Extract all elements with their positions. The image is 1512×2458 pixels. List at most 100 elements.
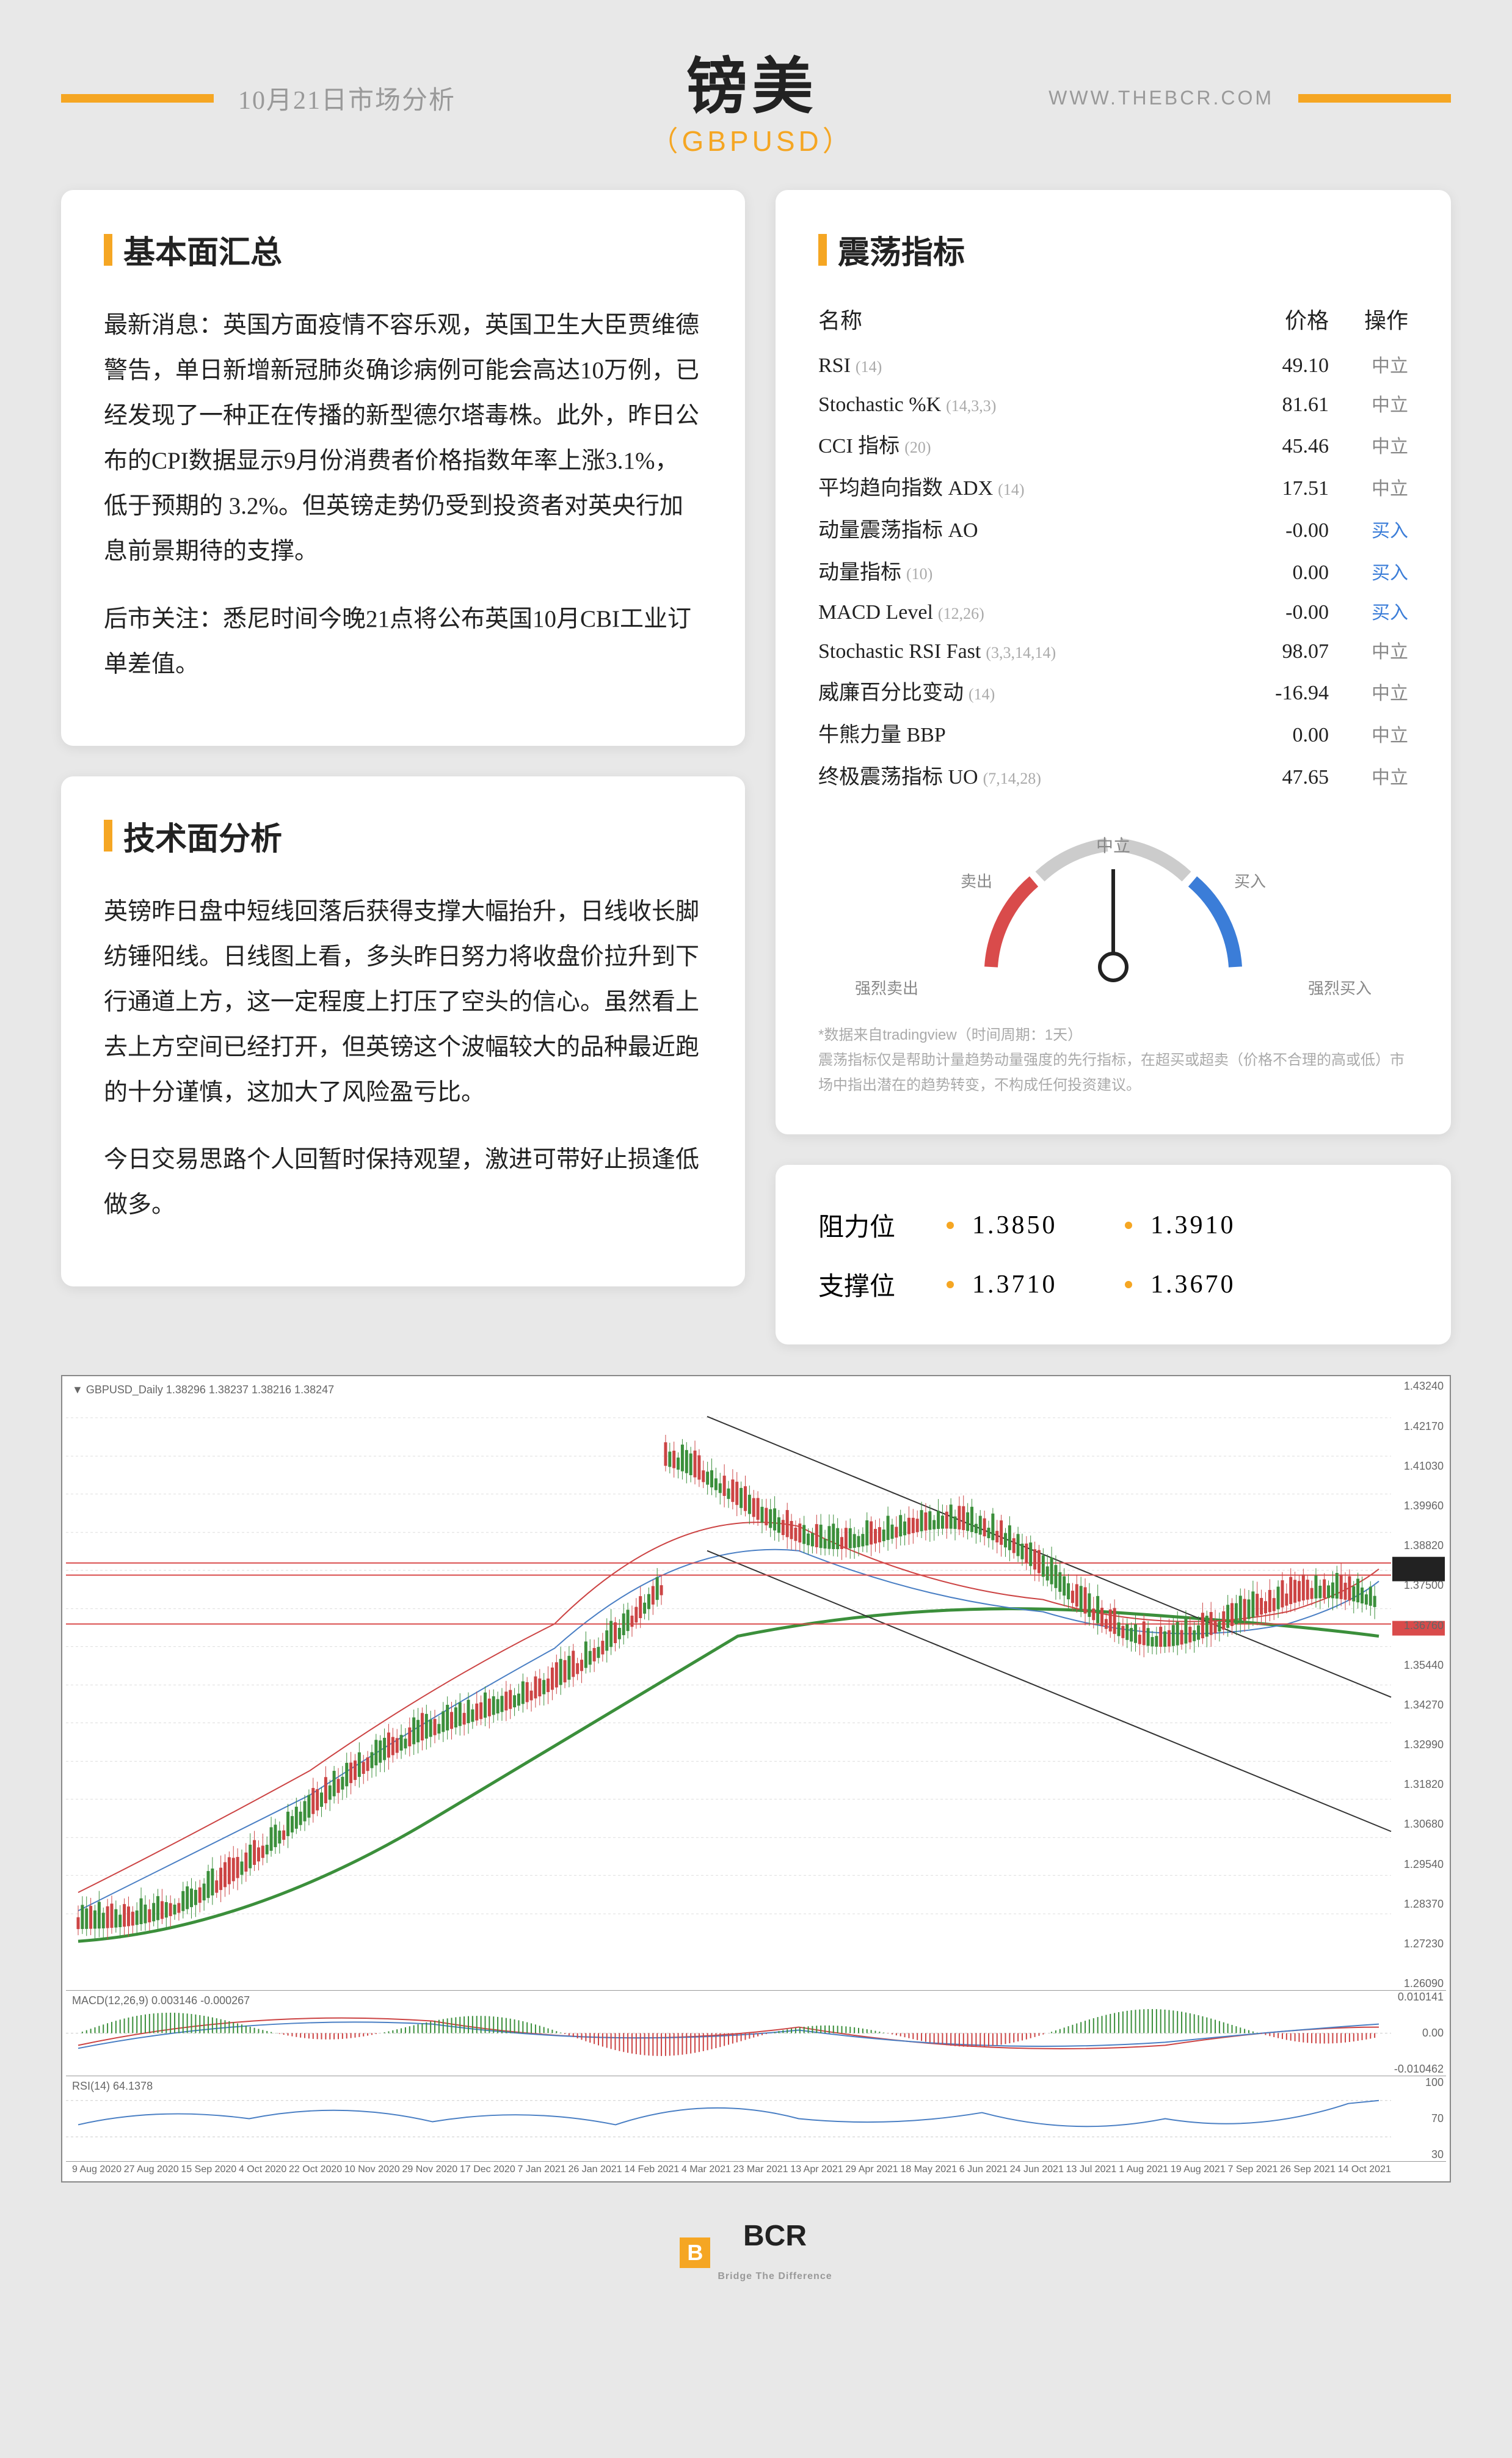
technical-p2: 今日交易思路个人回暂时保持观望，激进可带好止损逢低做多。 xyxy=(104,1137,702,1228)
indicator-price: 47.65 xyxy=(1237,766,1329,789)
indicator-name: MACD Level(12,26) xyxy=(818,601,1237,624)
page-title: 镑美 xyxy=(650,37,854,125)
indicator-action: 买入 xyxy=(1329,558,1408,585)
oscillators-title: 震荡指标 xyxy=(838,227,965,272)
levels-panel: 阻力位 1.3850 1.3910 支撑位 1.3710 1.3670 xyxy=(776,1165,1451,1344)
indicator-name: Stochastic RSI Fast(3,3,14,14) xyxy=(818,640,1237,663)
col-action: 操作 xyxy=(1329,303,1408,335)
candlestick-chart-icon xyxy=(66,1380,1446,1990)
dot-icon xyxy=(947,1281,954,1288)
bcr-logo-icon: B xyxy=(680,2237,710,2268)
table-header: 名称 价格 操作 xyxy=(818,303,1408,335)
gauge-sell-label: 卖出 xyxy=(961,869,992,892)
macd-subchart: MACD(12,26,9) 0.003146 -0.000267 0.01014… xyxy=(66,1991,1446,2076)
gauge-strong-buy-label: 强烈买入 xyxy=(1308,976,1372,999)
indicator-name: 威廉百分比变动(14) xyxy=(818,676,1237,706)
indicator-action: 中立 xyxy=(1329,390,1408,417)
accent-line-right xyxy=(1298,94,1451,103)
indicator-price: -16.94 xyxy=(1237,682,1329,705)
main-price-chart: ▼ GBPUSD_Daily 1.38296 1.38237 1.38216 1… xyxy=(66,1380,1446,1991)
indicator-action: 中立 xyxy=(1329,678,1408,705)
table-row: 威廉百分比变动(14)-16.94中立 xyxy=(818,669,1408,712)
gauge-neutral-label: 中立 xyxy=(1096,833,1130,857)
indicator-name: 终极震荡指标 UO(7,14,28) xyxy=(818,760,1237,790)
indicator-param: (14,3,3) xyxy=(946,397,996,415)
footer-tagline: Bridge The Difference xyxy=(718,2271,832,2281)
accent-line-left xyxy=(61,94,214,103)
indicator-action: 买入 xyxy=(1329,516,1408,542)
table-row: 平均趋向指数 ADX(14)17.51中立 xyxy=(818,465,1408,507)
indicator-param: (20) xyxy=(904,439,931,456)
sentiment-gauge: 中立 卖出 买入 强烈卖出 xyxy=(818,820,1408,1098)
dot-icon xyxy=(1125,1281,1132,1288)
accent-bar-icon xyxy=(104,234,112,266)
rsi-subchart: RSI(14) 64.1378 1007030 xyxy=(66,2076,1446,2162)
indicator-name: 牛熊力量 BBP xyxy=(818,718,1237,748)
analysis-date: 10月21日市场分析 xyxy=(238,79,456,117)
table-row: RSI(14)49.10中立 xyxy=(818,345,1408,384)
technical-p1: 英镑昨日盘中短线回落后获得支撑大幅抬升，日线收长脚纺锤阳线。日线图上看，多头昨日… xyxy=(104,889,702,1115)
indicator-price: 45.46 xyxy=(1237,435,1329,458)
indicator-param: (14) xyxy=(856,358,882,376)
table-row: 终极震荡指标 UO(7,14,28)47.65中立 xyxy=(818,754,1408,796)
indicator-action: 买入 xyxy=(1329,597,1408,624)
macd-chart-icon xyxy=(66,1991,1446,2076)
col-name: 名称 xyxy=(818,303,1237,335)
dot-icon xyxy=(1125,1222,1132,1229)
page-header: 10月21日市场分析 镑美 （GBPUSD） WWW.THEBCR.COM xyxy=(61,37,1451,159)
accent-bar-icon xyxy=(818,234,827,266)
oscillators-panel: 震荡指标 名称 价格 操作 RSI(14)49.10中立Stochastic %… xyxy=(776,190,1451,1134)
fundamentals-p2: 后市关注：悉尼时间今晚21点将公布英国10月CBI工业订单差值。 xyxy=(104,597,702,687)
accent-bar-icon xyxy=(104,820,112,852)
footer-brand: BCR xyxy=(743,2220,807,2252)
gauge-strong-sell-label: 强烈卖出 xyxy=(855,976,918,999)
resistance-v1: 1.3850 xyxy=(972,1211,1107,1240)
rsi-label: RSI(14) 64.1378 xyxy=(72,2080,153,2093)
chart-header-text: ▼ GBPUSD_Daily 1.38296 1.38237 1.38216 1… xyxy=(72,1384,334,1396)
support-v2: 1.3670 xyxy=(1150,1270,1285,1299)
support-label: 支撑位 xyxy=(818,1266,928,1303)
price-chart-panel: ▼ GBPUSD_Daily 1.38296 1.38237 1.38216 1… xyxy=(61,1375,1451,2183)
table-row: Stochastic %K(14,3,3)81.61中立 xyxy=(818,384,1408,423)
indicator-action: 中立 xyxy=(1329,431,1408,458)
indicator-action: 中立 xyxy=(1329,636,1408,663)
dot-icon xyxy=(947,1222,954,1229)
indicator-param: (14) xyxy=(969,685,995,703)
table-row: CCI 指标(20)45.46中立 xyxy=(818,423,1408,465)
support-row: 支撑位 1.3710 1.3670 xyxy=(818,1255,1408,1314)
resistance-row: 阻力位 1.3850 1.3910 xyxy=(818,1195,1408,1255)
oscillators-table: 名称 价格 操作 RSI(14)49.10中立Stochastic %K(14,… xyxy=(818,303,1408,796)
fundamentals-panel: 基本面汇总 最新消息：英国方面疫情不容乐观，英国卫生大臣贾维德警告，单日新增新冠… xyxy=(61,190,745,746)
table-row: MACD Level(12,26)-0.00买入 xyxy=(818,591,1408,630)
indicator-param: (14) xyxy=(998,481,1024,498)
table-row: Stochastic RSI Fast(3,3,14,14)98.07中立 xyxy=(818,630,1408,669)
gauge-note-1: *数据来自tradingview（时间周期：1天） xyxy=(818,1023,1408,1048)
fundamentals-title: 基本面汇总 xyxy=(123,227,282,272)
col-price: 价格 xyxy=(1237,303,1329,335)
rsi-y-axis: 1007030 xyxy=(1389,2076,1444,2161)
indicator-name: CCI 指标(20) xyxy=(818,429,1237,459)
indicator-action: 中立 xyxy=(1329,473,1408,500)
gauge-note-2: 震荡指标仅是帮助计量趋势动量强度的先行指标，在超买或超卖（价格不合理的高或低）市… xyxy=(818,1048,1408,1098)
indicator-param: (12,26) xyxy=(938,605,984,622)
indicator-price: 98.07 xyxy=(1237,640,1329,663)
indicator-param: (7,14,28) xyxy=(983,770,1041,787)
indicator-action: 中立 xyxy=(1329,762,1408,789)
indicator-param: (10) xyxy=(906,565,932,583)
indicator-price: 0.00 xyxy=(1237,561,1329,585)
macd-label: MACD(12,26,9) 0.003146 -0.000267 xyxy=(72,1994,250,2007)
support-v1: 1.3710 xyxy=(972,1270,1107,1299)
chart-y-axis: 1.432401.421701.410301.399601.388201.375… xyxy=(1389,1380,1444,1990)
website-url: WWW.THEBCR.COM xyxy=(1049,87,1274,109)
table-row: 牛熊力量 BBP0.00中立 xyxy=(818,712,1408,754)
technical-title: 技术面分析 xyxy=(123,813,282,859)
indicator-name: 平均趋向指数 ADX(14) xyxy=(818,471,1237,501)
indicator-action: 中立 xyxy=(1329,351,1408,377)
indicator-price: 17.51 xyxy=(1237,477,1329,500)
technical-panel: 技术面分析 英镑昨日盘中短线回落后获得支撑大幅抬升，日线收长脚纺锤阳线。日线图上… xyxy=(61,776,745,1287)
indicator-price: 0.00 xyxy=(1237,724,1329,747)
indicator-name: 动量震荡指标 AO xyxy=(818,513,1237,543)
page-footer: B BCR Bridge The Difference xyxy=(61,2207,1451,2299)
indicator-price: -0.00 xyxy=(1237,601,1329,624)
macd-y-axis: 0.0101410.00-0.010462 xyxy=(1389,1991,1444,2076)
